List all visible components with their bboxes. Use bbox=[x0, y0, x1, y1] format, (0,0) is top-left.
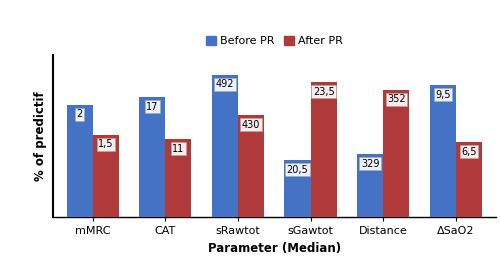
Bar bbox=[212, 75, 238, 217]
Bar bbox=[139, 97, 166, 217]
Text: 9,5: 9,5 bbox=[435, 90, 450, 100]
Bar bbox=[456, 142, 482, 217]
Legend: Before PR, After PR: Before PR, After PR bbox=[202, 32, 348, 51]
Y-axis label: % of predictif: % of predictif bbox=[34, 91, 47, 181]
Bar bbox=[383, 90, 409, 217]
Text: 1,5: 1,5 bbox=[98, 139, 114, 149]
Text: 352: 352 bbox=[387, 94, 406, 104]
X-axis label: Parameter (Median): Parameter (Median) bbox=[208, 242, 341, 255]
Text: 23,5: 23,5 bbox=[313, 87, 334, 97]
Bar bbox=[92, 135, 119, 217]
Text: 20,5: 20,5 bbox=[286, 165, 308, 175]
Text: 11: 11 bbox=[172, 144, 184, 154]
Text: 329: 329 bbox=[361, 159, 380, 169]
Bar bbox=[357, 154, 383, 217]
Text: 17: 17 bbox=[146, 102, 158, 112]
Bar bbox=[66, 105, 92, 217]
Bar bbox=[238, 115, 264, 217]
Text: 430: 430 bbox=[242, 120, 260, 130]
Bar bbox=[284, 160, 310, 217]
Text: 6,5: 6,5 bbox=[461, 147, 476, 157]
Bar bbox=[166, 139, 192, 217]
Bar bbox=[310, 82, 336, 217]
Text: 2: 2 bbox=[76, 109, 82, 119]
Text: 492: 492 bbox=[216, 79, 234, 89]
Bar bbox=[430, 85, 456, 217]
